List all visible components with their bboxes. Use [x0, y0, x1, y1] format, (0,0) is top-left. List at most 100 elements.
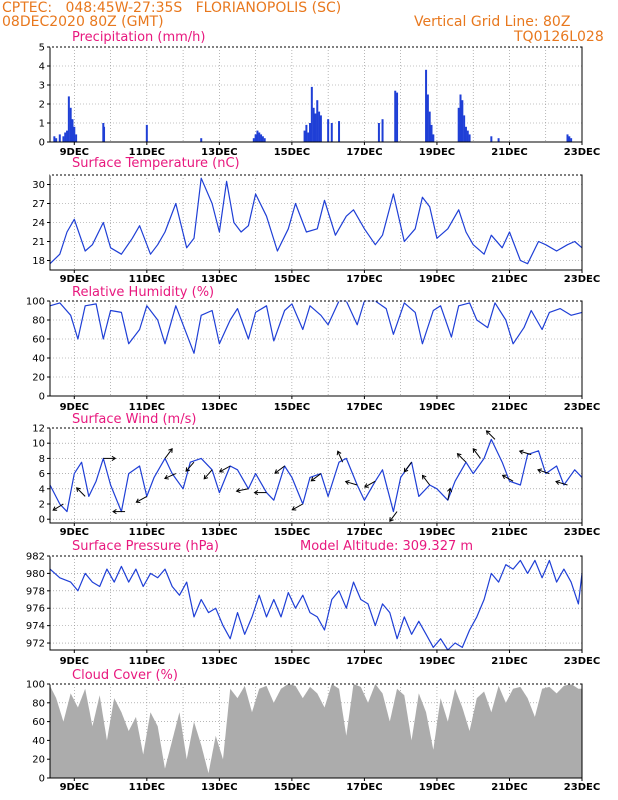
- rh-line: [49, 300, 583, 354]
- precip-bar: [314, 113, 317, 142]
- precip-bar: [468, 134, 471, 142]
- precip-xtick-label: 23DEC: [564, 147, 600, 158]
- wind-arrow: [164, 473, 177, 480]
- pressure-xtick-label: 17DEC: [346, 656, 382, 667]
- pressure-line: [49, 559, 583, 651]
- rh-ytick-label: 20: [32, 373, 45, 384]
- wind-xtick-label: 19DEC: [419, 527, 455, 538]
- precip-bar: [305, 124, 308, 142]
- rh-xtick-label: 15DEC: [274, 402, 310, 413]
- pressure-ytick-label: 976: [26, 604, 45, 615]
- rh-xtick-label: 11DEC: [129, 402, 165, 413]
- temp-ytick-label: 24: [32, 218, 45, 229]
- precip-bar: [254, 134, 257, 142]
- cloud-area: [50, 684, 582, 778]
- cloud-xtick-label: 9DEC: [60, 782, 89, 793]
- precip-bar: [55, 138, 58, 142]
- wind-arrow: [235, 488, 249, 494]
- pressure-xtick-label: 19DEC: [419, 656, 455, 667]
- precip-bar: [252, 138, 255, 142]
- rh-ytick-label: 0: [39, 392, 45, 403]
- precip-bar: [62, 136, 65, 142]
- pressure-xtick-label: 11DEC: [129, 656, 165, 667]
- precip-bar: [64, 132, 67, 142]
- precip-bar: [490, 136, 493, 142]
- precip-ytick-label: 2: [39, 100, 45, 111]
- rh-xtick-label: 17DEC: [346, 402, 382, 413]
- temp-title: Surface Temperature (nC): [72, 156, 240, 171]
- wind-arrow: [203, 469, 213, 480]
- cloud-xtick-label: 19DEC: [419, 782, 455, 793]
- precip-bar: [381, 119, 384, 142]
- cloud-xtick-label: 13DEC: [201, 782, 237, 793]
- rh-ytick-label: 60: [32, 335, 45, 346]
- precip-bar: [461, 100, 464, 142]
- header-station: CPTEC: 048:45W-27:35S FLORIANOPOLIS (SC): [2, 0, 342, 16]
- wind-xtick-label: 13DEC: [201, 527, 237, 538]
- wind-arrow: [485, 430, 496, 440]
- pressure-ytick-label: 978: [26, 586, 45, 597]
- precip-bar: [261, 136, 264, 142]
- wind-arrow: [389, 511, 398, 522]
- pressure-xtick-label: 9DEC: [60, 656, 89, 667]
- wind-arrow: [76, 487, 86, 497]
- pressure-ytick-label: 974: [26, 621, 45, 632]
- wind-arrow: [363, 480, 376, 488]
- wind-xtick-label: 15DEC: [274, 527, 310, 538]
- wind-arrow: [555, 479, 568, 486]
- precip-bar: [466, 130, 469, 142]
- rh-panel: 0 20 40 60 80 100 9DEC 11DEC 13DEC 15DEC 17DEC 19DE…: [26, 285, 600, 413]
- wind-arrow: [344, 479, 358, 486]
- precip-bar: [53, 136, 56, 142]
- precip-bar: [258, 132, 261, 142]
- precip-ytick-label: 5: [39, 43, 45, 54]
- wind-arrow: [472, 448, 481, 459]
- precip-xtick-label: 11DEC: [129, 147, 165, 158]
- precip-title: Precipitation (mm/h): [72, 30, 205, 45]
- rh-xtick-label: 21DEC: [491, 402, 527, 413]
- temp-ytick-label: 27: [32, 199, 45, 210]
- precip-bar: [303, 130, 306, 142]
- wind-arrow: [456, 453, 467, 463]
- wind-arrow: [518, 449, 532, 456]
- rh-ytick-label: 80: [32, 316, 45, 327]
- pressure-ytick-label: 980: [26, 569, 45, 580]
- precip-panel: 0 1 2 3 4 5 9DEC 11DEC 13DEC 15DEC 17DEC 19DEC 21DEC…: [39, 30, 601, 158]
- precip-bar: [309, 123, 312, 142]
- precip-xtick-label: 19DEC: [419, 147, 455, 158]
- wind-arrow: [135, 495, 148, 503]
- pressure-title: Surface Pressure (hPa): [72, 539, 219, 554]
- precip-bar: [570, 138, 573, 142]
- wind-ytick-label: 2: [39, 500, 45, 511]
- wind-title: Surface Wind (m/s): [72, 412, 196, 427]
- wind-arrow: [310, 473, 322, 482]
- rh-ytick-label: 100: [26, 297, 45, 308]
- wind-panel: 0 2 4 6 8 10 12 9DEC 11DEC 13DEC 15DEC 17DEC 19DEC 21…: [32, 412, 600, 538]
- wind-ytick-label: 6: [39, 469, 45, 480]
- wind-line: [49, 438, 583, 513]
- rh-xtick-label: 23DEC: [564, 402, 600, 413]
- rh-title: Relative Humidity (%): [72, 285, 214, 300]
- precip-bar: [200, 138, 203, 142]
- wind-xtick-label: 21DEC: [491, 527, 527, 538]
- precip-ytick-label: 1: [39, 119, 45, 130]
- wind-arrow: [336, 450, 344, 463]
- precip-ytick-label: 4: [39, 62, 45, 73]
- cloud-xtick-label: 21DEC: [491, 782, 527, 793]
- precip-bar: [568, 136, 571, 142]
- rh-xtick-label: 19DEC: [419, 402, 455, 413]
- precip-bar: [67, 96, 70, 142]
- precip-xtick-label: 15DEC: [274, 147, 310, 158]
- pressure-xtick-label: 23DEC: [564, 656, 600, 667]
- wind-arrow: [103, 455, 117, 461]
- cloud-ytick-label: 0: [39, 774, 45, 785]
- precip-bar: [338, 121, 341, 142]
- precip-bar: [426, 94, 429, 142]
- wind-arrow: [501, 474, 514, 482]
- precip-bar: [377, 123, 380, 142]
- precip-bar: [256, 130, 259, 142]
- wind-arrow: [253, 490, 267, 496]
- wind-ytick-label: 8: [39, 454, 45, 465]
- wind-arrow: [291, 503, 304, 511]
